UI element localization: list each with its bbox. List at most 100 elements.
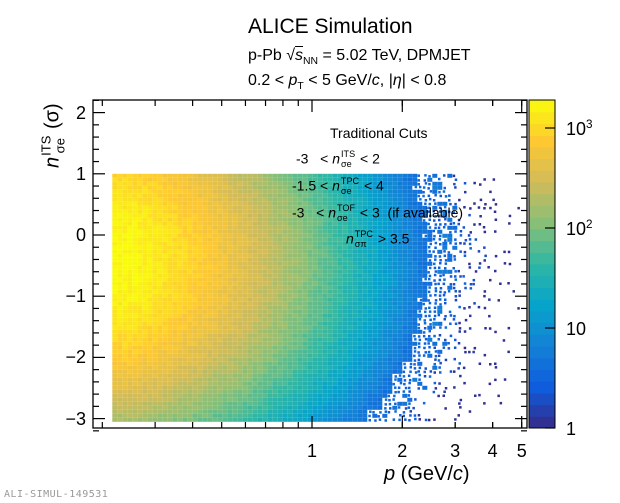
heatmap-bin	[252, 241, 258, 246]
heatmap-bin	[417, 269, 423, 274]
heatmap-bin	[372, 241, 378, 246]
heatmap-bin	[267, 329, 273, 334]
heatmap-bin	[342, 253, 348, 258]
heatmap-bin	[112, 257, 118, 262]
heatmap-bin	[227, 393, 233, 398]
heatmap-bin	[237, 357, 243, 362]
heatmap-bin	[342, 337, 348, 342]
heatmap-bin	[137, 193, 143, 198]
heatmap-bin	[262, 301, 268, 306]
heatmap-bin	[464, 318, 468, 322]
heatmap-bin	[438, 206, 442, 209]
heatmap-bin	[242, 313, 248, 318]
heatmap-bin	[232, 269, 238, 274]
heatmap-bin	[227, 377, 233, 382]
heatmap-bin	[202, 257, 208, 262]
heatmap-bin	[367, 261, 373, 266]
heatmap-bin	[382, 265, 388, 270]
heatmap-bin	[357, 361, 363, 366]
heatmap-bin	[392, 209, 398, 214]
heatmap-bin	[147, 241, 153, 246]
heatmap-bin	[499, 401, 503, 405]
heatmap-bin	[197, 189, 203, 194]
heatmap-bin	[332, 325, 338, 330]
heatmap-bin	[287, 305, 293, 310]
heatmap-bin	[267, 253, 273, 258]
heatmap-bin	[297, 401, 303, 406]
heatmap-bin	[197, 369, 203, 374]
heatmap-bin	[382, 277, 388, 282]
heatmap-bin	[342, 249, 348, 254]
heatmap-bin	[242, 353, 248, 358]
heatmap-bin	[167, 189, 173, 194]
heatmap-bin	[172, 177, 178, 182]
heatmap-bin	[332, 245, 338, 250]
heatmap-bin	[217, 261, 223, 266]
heatmap-bin	[262, 265, 268, 270]
heatmap-bin	[332, 377, 338, 382]
colorbar-segment	[529, 135, 555, 148]
heatmap-bin	[222, 233, 228, 238]
heatmap-bin	[402, 357, 408, 362]
heatmap-bin	[357, 305, 363, 310]
heatmap-bin	[192, 317, 198, 322]
heatmap-bin	[327, 225, 333, 230]
heatmap-bin	[342, 353, 348, 358]
heatmap-bin	[392, 185, 398, 190]
heatmap-bin	[287, 225, 293, 230]
heatmap-bin	[147, 313, 153, 318]
heatmap-bin	[489, 363, 492, 366]
heatmap-bin	[489, 278, 492, 282]
heatmap-bin	[474, 394, 477, 397]
heatmap-bin	[172, 329, 178, 334]
heatmap-bin	[132, 357, 138, 362]
heatmap-bin	[212, 305, 218, 310]
heatmap-bin	[262, 317, 268, 322]
heatmap-bin	[277, 225, 283, 230]
heatmap-bin	[177, 305, 183, 310]
heatmap-bin	[137, 197, 143, 202]
heatmap-bin	[247, 365, 253, 370]
heatmap-bin	[483, 402, 486, 405]
heatmap-bin	[272, 177, 278, 182]
heatmap-bin	[207, 317, 213, 322]
heatmap-bin	[317, 249, 323, 254]
heatmap-bin	[132, 301, 138, 306]
heatmap-bin	[332, 281, 338, 286]
heatmap-bin	[252, 245, 258, 250]
heatmap-bin	[242, 373, 248, 378]
heatmap-bin	[437, 269, 443, 274]
heatmap-bin	[332, 309, 338, 314]
heatmap-bin	[237, 309, 243, 314]
heatmap-bin	[292, 229, 298, 234]
heatmap-bin	[327, 297, 333, 302]
heatmap-bin	[247, 273, 253, 278]
heatmap-bin	[182, 289, 188, 294]
heatmap-bin	[377, 233, 383, 238]
heatmap-bin	[337, 329, 343, 334]
heatmap-bin	[272, 361, 278, 366]
heatmap-bin	[372, 265, 378, 270]
heatmap-bin	[147, 221, 153, 226]
heatmap-bin	[443, 174, 446, 177]
heatmap-bin	[483, 178, 486, 181]
heatmap-bin	[399, 414, 402, 417]
heatmap-bin	[172, 233, 178, 238]
heatmap-bin	[297, 257, 303, 262]
heatmap-bin	[292, 301, 298, 306]
heatmap-bin	[433, 279, 436, 282]
heatmap-bin	[322, 413, 328, 418]
heatmap-bin	[132, 309, 138, 314]
heatmap-bin	[272, 293, 278, 298]
heatmap-bin	[177, 205, 183, 210]
heatmap-bin	[162, 381, 168, 386]
heatmap-bin	[232, 257, 238, 262]
heatmap-bin	[177, 261, 183, 266]
heatmap-bin	[162, 293, 168, 298]
heatmap-bin	[312, 329, 318, 334]
heatmap-bin	[227, 201, 233, 206]
heatmap-bin	[212, 341, 218, 346]
heatmap-bin	[177, 417, 183, 422]
